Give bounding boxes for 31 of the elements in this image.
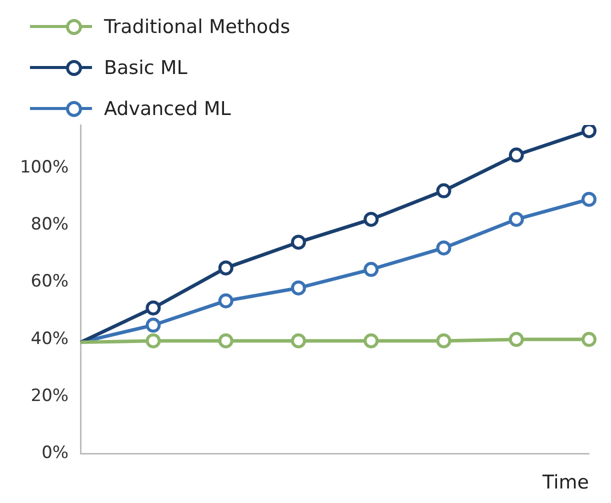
- point: [364, 212, 379, 227]
- point: [290, 234, 306, 250]
- point: [290, 333, 306, 348]
- point: [218, 293, 234, 308]
- point: [146, 318, 161, 333]
- point: [146, 300, 161, 316]
- y-tick-label: 0%: [42, 443, 69, 464]
- y-tick-label: 60%: [30, 272, 69, 292]
- point: [146, 333, 161, 348]
- y-tick-label: 80%: [30, 214, 69, 234]
- y-tick-label: 100%: [20, 157, 69, 178]
- point: [218, 333, 234, 348]
- y-tick-label: 20%: [30, 386, 69, 406]
- point: [582, 125, 596, 138]
- x-axis-title: Time: [542, 472, 589, 494]
- legend-label: Basic ML: [104, 56, 188, 78]
- point: [582, 192, 596, 207]
- point: [508, 148, 524, 163]
- point: [436, 183, 452, 198]
- legend-label: Traditional Methods: [104, 16, 290, 38]
- point: [436, 240, 452, 256]
- point: [364, 262, 379, 277]
- point: [436, 333, 452, 348]
- y-tick-label: 40%: [30, 328, 69, 349]
- point: [508, 332, 524, 347]
- point: [364, 333, 379, 348]
- point: [290, 280, 306, 296]
- legend-label: Advanced ML: [104, 98, 231, 120]
- point: [218, 260, 234, 276]
- point: [508, 212, 524, 227]
- point: [582, 332, 596, 347]
